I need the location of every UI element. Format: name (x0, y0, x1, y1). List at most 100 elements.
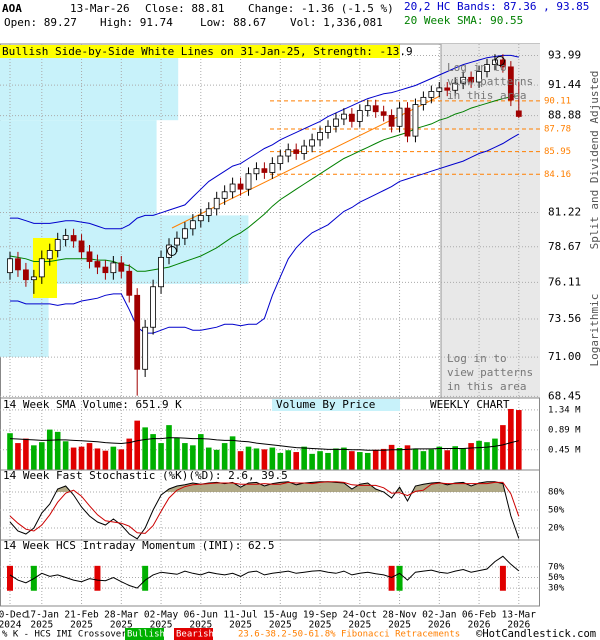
volume-bar (182, 443, 188, 470)
volume-bar (190, 445, 196, 470)
candle-body (420, 96, 427, 105)
volume-bar (213, 449, 220, 470)
volume-bar (158, 443, 164, 470)
login-text: view patterns (447, 366, 533, 379)
candle-body (158, 256, 164, 288)
fib-label: 84.16 (544, 170, 571, 180)
volume-bar (174, 437, 180, 470)
volume-title: 14 Week SMA Volume: 651.9 K (3, 398, 182, 411)
volume-bar (293, 452, 299, 470)
volume-bar (516, 410, 522, 470)
candle-body (237, 183, 244, 190)
candle-body (22, 269, 29, 281)
volume-bar (198, 434, 204, 470)
x-tick-label: 06-Feb (462, 610, 497, 621)
low: Low: 88.67 (200, 16, 266, 29)
imi-line (9, 555, 520, 589)
lower-band-line (10, 133, 520, 334)
candle-body (197, 215, 204, 222)
candle-body (444, 87, 451, 91)
candle-body (30, 276, 37, 281)
candle-body (515, 110, 522, 117)
volume-bar (229, 436, 236, 470)
login-text: view patterns (447, 75, 533, 88)
login-region (441, 44, 540, 398)
volume-bar (388, 444, 395, 470)
login-text: Log in to (447, 352, 507, 365)
volume-bar (309, 453, 315, 470)
volume-bar (142, 427, 148, 470)
volume-bar (269, 447, 276, 470)
y-tick-label: 88.88 (548, 109, 581, 122)
bearish-key (174, 628, 213, 640)
bullish-label: Bullish (127, 630, 165, 640)
volume-sma-line (9, 437, 519, 451)
volume-bar (46, 429, 53, 470)
candle-body (293, 149, 300, 154)
volume-bar (317, 451, 323, 470)
volume-bar (118, 449, 125, 470)
upper-band-line (10, 54, 519, 230)
fib-label: 90.11 (544, 96, 571, 106)
candle-body (126, 270, 133, 296)
x-tick-label: 17-Jan (25, 610, 59, 621)
candle-body (364, 105, 371, 111)
volume-bar (126, 438, 133, 470)
candle-body (86, 251, 93, 262)
bullish-signal (396, 565, 403, 591)
panel-title: 14 Week Fast Stochastic (%K)(%D): 2.6, 3… (3, 469, 288, 482)
volume-bar (285, 450, 292, 470)
candle-body (412, 104, 419, 137)
volume-bar (237, 451, 244, 470)
volume-bar (94, 448, 101, 470)
volume-bar (412, 448, 419, 470)
volume-bar (245, 446, 252, 470)
volume-bar (380, 448, 387, 470)
x-tick-year: 2025 (110, 620, 133, 631)
candle-body (134, 294, 141, 370)
candle-body (205, 208, 212, 216)
volume-bar (7, 433, 13, 470)
candle-body (317, 132, 323, 141)
volume-bar (428, 449, 435, 470)
candle-body (142, 326, 149, 370)
fib-label: 87.78 (544, 124, 571, 134)
candle-body (476, 71, 482, 83)
date: 13-Mar-26 (70, 2, 130, 15)
close: Close: 88.81 (145, 2, 224, 15)
volume-bar (436, 446, 443, 470)
y-tick-label: 93.99 (548, 48, 581, 61)
title-background (0, 45, 400, 58)
bullish-signal (142, 565, 149, 591)
volume-bar (372, 449, 379, 470)
candle-body (62, 235, 69, 240)
candle-body (492, 59, 498, 65)
y-tick-label: 70% (548, 562, 565, 572)
subtitle-background (272, 399, 400, 411)
volume-bar (134, 420, 140, 470)
candle-body (245, 173, 252, 190)
volume-bar (110, 446, 117, 470)
candle-body (7, 258, 13, 274)
x-tick-year: 2025 (229, 620, 252, 631)
x-tick-year: 2026 (428, 620, 451, 631)
volume-bar (78, 446, 85, 470)
volume-by-price-title: Volume By Price (276, 398, 375, 411)
series-line (9, 481, 520, 534)
x-tick-year: 2025 (150, 620, 173, 631)
volume-bar (404, 445, 411, 470)
pattern-marker (167, 246, 177, 256)
volume-bar (341, 447, 347, 470)
y-tick-label: 71.00 (548, 350, 581, 363)
x-tick-label: 02-Jan (422, 610, 456, 621)
series-line (9, 481, 520, 540)
volume-bar (492, 438, 498, 470)
x-tick-label: 24-Oct (343, 610, 377, 621)
candle-body (229, 183, 236, 193)
candle-body (396, 107, 403, 127)
fib-label: 23.6-38.2-50-61.8% Fibonacci Retracement… (238, 630, 460, 640)
volume-bar (150, 434, 156, 470)
volume-bar (86, 443, 93, 470)
login-text: in this area (447, 89, 526, 102)
volume-bar (508, 408, 514, 470)
